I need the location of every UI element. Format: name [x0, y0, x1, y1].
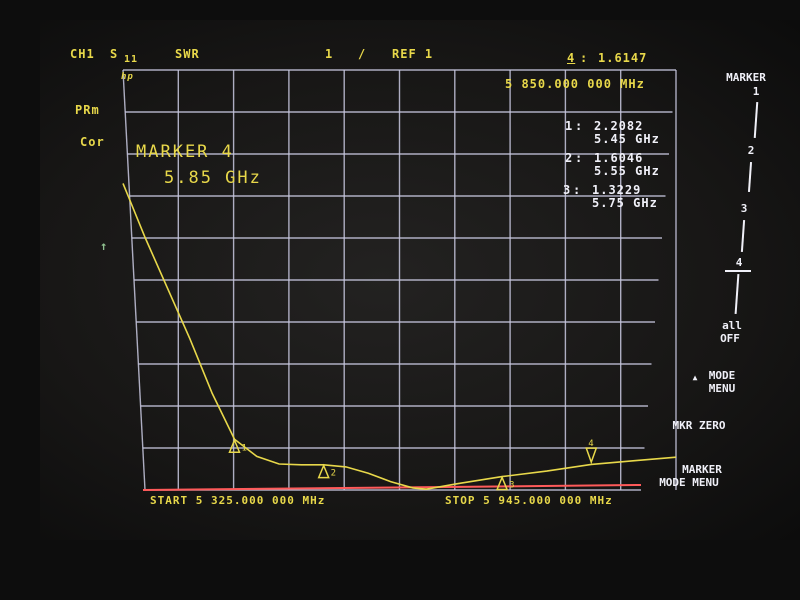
marker-3-freq: 5.75 GHz — [592, 196, 658, 210]
marker-banner-freq: 5.85 GHz — [164, 168, 262, 188]
marker-1-label: 1 — [241, 443, 246, 453]
marker-3-value: 1.3229 — [592, 183, 642, 197]
annotation-prm: PRm — [75, 103, 100, 117]
marker-freq-readout: 5 850.000 000 MHz — [505, 77, 645, 91]
marker-2-num: 2 — [565, 151, 574, 165]
channel-label: CH1 — [70, 47, 95, 61]
softkey-mode-menu-line1[interactable]: MODE — [708, 369, 736, 382]
marker-1-value: 2.2082 — [594, 119, 644, 133]
marker-banner-title: MARKER 4 — [136, 142, 234, 162]
active-marker-value: 1.6147 — [598, 51, 648, 65]
softkey-marker-mode-menu-line1[interactable]: MARKER — [682, 463, 722, 476]
param-label: S — [110, 47, 119, 61]
softkey-all-off[interactable]: OFF — [720, 332, 740, 345]
marker-2-freq: 5.55 GHz — [594, 164, 660, 178]
marker-2-label: 2 — [331, 469, 336, 479]
active-marker-num: 4 — [567, 51, 576, 65]
format-label: SWR — [175, 47, 200, 61]
softkey-title: MARKER — [726, 71, 766, 84]
marker-4-selected-indicator — [725, 270, 751, 272]
arrow-up-icon: ↑ — [100, 239, 109, 253]
marker-2-colon: : — [575, 151, 584, 165]
marker-3-label: 3 — [509, 480, 514, 490]
scale-label: 1 — [325, 47, 334, 61]
marker-3-colon: : — [573, 183, 582, 197]
marker-4-icon — [585, 447, 598, 465]
softkey-marker-4[interactable]: 4 — [735, 256, 743, 269]
marker-1-icon — [228, 438, 241, 454]
softkey-marker-3[interactable]: 3 — [740, 202, 748, 215]
softkey-marker-1[interactable]: 1 — [752, 85, 760, 98]
marker-1-colon: : — [575, 119, 584, 133]
softkey-marker-mode-menu-line2[interactable]: MODE MENU — [659, 476, 719, 489]
start-frequency: START 5 325.000 000 MHz — [150, 494, 326, 507]
marker-2-icon — [317, 463, 330, 479]
swr-trace — [122, 183, 677, 491]
softkey-mode-menu-line2[interactable]: MENU — [708, 382, 736, 395]
stop-frequency: STOP 5 945.000 000 MHz — [445, 494, 613, 507]
softkey-all[interactable]: all — [722, 319, 742, 332]
marker-4-label: 4 — [588, 439, 593, 449]
softkey-mkr-zero[interactable]: MKR ZERO — [672, 419, 726, 432]
marker-3-num: 3 — [563, 183, 572, 197]
marker-1-freq: 5.45 GHz — [594, 132, 660, 146]
marker-1-num: 1 — [565, 119, 574, 133]
active-marker-value-prefix: : — [580, 51, 589, 65]
ref-label: REF 1 — [392, 47, 434, 61]
annotation-cor: Cor — [80, 135, 105, 149]
scale-separator: / — [358, 47, 367, 61]
marker-3-icon — [495, 475, 509, 491]
hp-logo: hp — [121, 72, 134, 82]
param-subscript: 11 — [124, 54, 139, 65]
triangle-up-icon: ▲ — [692, 373, 698, 382]
marker-2-value: 1.6046 — [594, 151, 644, 165]
softkey-marker-2[interactable]: 2 — [747, 144, 755, 157]
reference-line — [142, 484, 642, 491]
